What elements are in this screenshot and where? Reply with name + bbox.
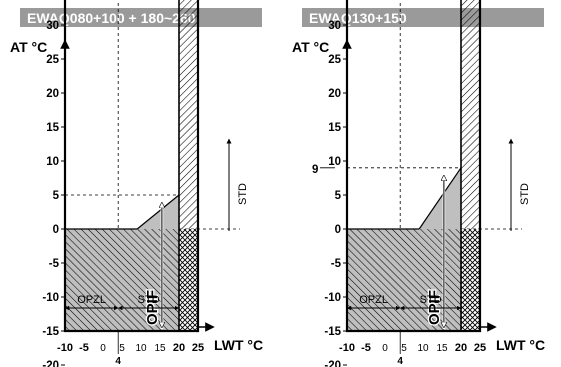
x-tick-label: 25	[192, 342, 204, 354]
y-tick-label: 20	[46, 88, 59, 100]
std-range-label: STD	[420, 294, 442, 306]
y-tick-label: 25	[46, 54, 59, 66]
y-tick-label: 30	[46, 20, 59, 32]
operating-envelope	[345, 0, 482, 333]
y-tick-label: -15	[42, 326, 59, 338]
chart-header-title: EWAQ130+150	[309, 10, 407, 26]
x-tick-label: 0	[100, 343, 106, 354]
y-tick-label: 15	[328, 122, 341, 134]
x-special-label: 4	[397, 356, 403, 367]
operating-envelope	[63, 0, 200, 333]
opzl-label: OPZL	[359, 294, 388, 306]
std-vertical-label: STD	[519, 183, 531, 205]
diagonal-boundary	[136, 194, 180, 230]
x-tick-label: 5	[119, 343, 125, 354]
y-tick-label: 0	[335, 224, 341, 236]
y-tick-label: 30	[328, 20, 341, 32]
y-axis-label: AT °C	[10, 39, 47, 55]
chart-header-bg	[20, 8, 262, 27]
x-tick-label: 20	[173, 342, 185, 354]
x-tick-label: 10	[417, 343, 429, 354]
std-vertical-label: STD	[237, 183, 249, 205]
y-tick-label: -10	[324, 292, 341, 304]
x-tick-label: 15	[436, 343, 448, 354]
y-tick-label: -15	[324, 326, 341, 338]
diagonal-boundary	[418, 167, 462, 230]
y-tick-label: 0	[53, 224, 59, 236]
y-tick-label: -20	[42, 360, 59, 367]
y-axis-label: AT °C	[292, 39, 329, 55]
x-tick-label: 5	[401, 343, 407, 354]
x-special-label: 4	[115, 356, 121, 367]
x-tick-label: 0	[382, 343, 388, 354]
y-tick-label: 15	[46, 122, 59, 134]
x-tick-label: 15	[154, 343, 166, 354]
opzl-label: OPZL	[77, 294, 106, 306]
x-tick-label: 25	[474, 342, 486, 354]
y-tick-label: 5	[53, 190, 60, 202]
chart-header-title: EWAQ080+100 + 180~260	[27, 10, 196, 26]
x-tick-label: -10	[339, 342, 355, 354]
y-tick-label: -5	[49, 258, 60, 270]
chart-header-bg	[302, 8, 544, 27]
y-tick-label: -20	[324, 360, 341, 367]
x-tick-label: -5	[361, 342, 371, 354]
y-tick-label: 20	[328, 88, 341, 100]
y-tick-label: -5	[331, 258, 342, 270]
x-axis-label: LWT °C	[214, 337, 263, 353]
y-tick-label: -10	[42, 292, 59, 304]
x-tick-label: -5	[79, 342, 89, 354]
y-tick-label: 10	[46, 156, 59, 168]
hatched-zone-right	[461, 0, 480, 229]
y-tick-label: 25	[328, 54, 341, 66]
x-axis-label: LWT °C	[496, 337, 545, 353]
cross-hatched-zone	[461, 229, 480, 331]
std-range-label: STD	[138, 294, 160, 306]
y-special-label-2: 9	[312, 164, 318, 176]
x-tick-label: 20	[455, 342, 467, 354]
hatched-zone-right	[179, 0, 198, 229]
y-tick-label: 10	[328, 156, 341, 168]
x-tick-label: -10	[57, 342, 73, 354]
y-tick-label: 5	[335, 190, 342, 202]
x-tick-label: 10	[135, 343, 147, 354]
cross-hatched-zone	[179, 229, 198, 331]
